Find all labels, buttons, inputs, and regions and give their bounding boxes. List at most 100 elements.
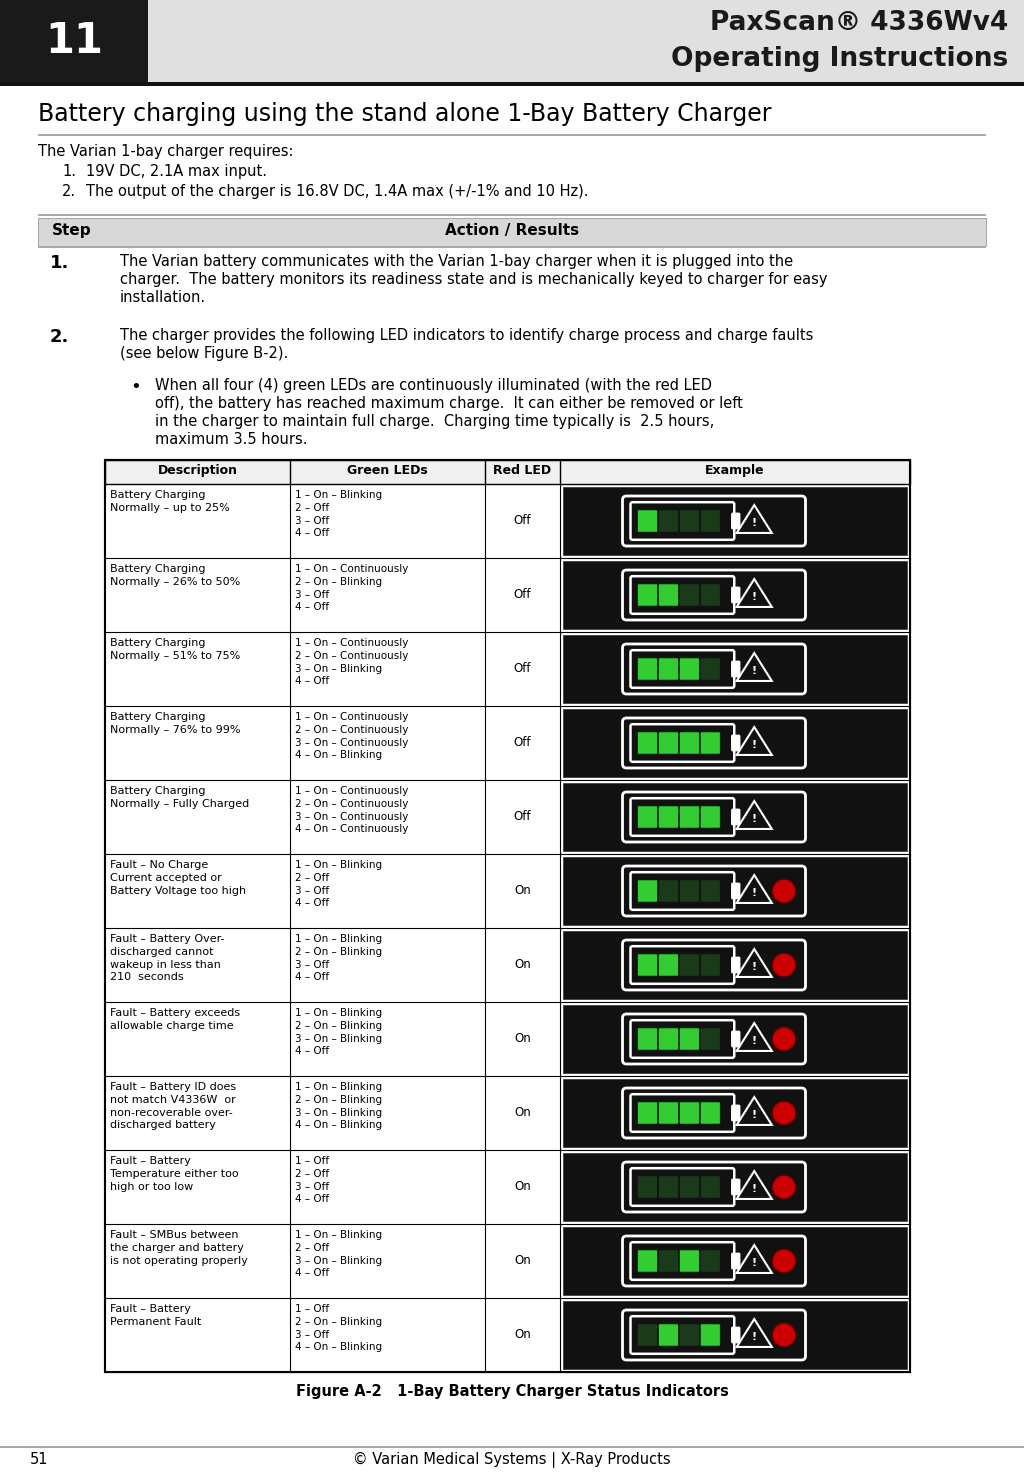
FancyBboxPatch shape	[638, 658, 657, 680]
FancyBboxPatch shape	[631, 1169, 734, 1206]
FancyBboxPatch shape	[105, 631, 910, 707]
Text: Off: Off	[514, 662, 531, 676]
Text: Battery Charging
Normally – 51% to 75%: Battery Charging Normally – 51% to 75%	[110, 637, 241, 661]
FancyBboxPatch shape	[631, 1242, 734, 1279]
FancyBboxPatch shape	[631, 1316, 734, 1354]
Text: Off: Off	[514, 736, 531, 749]
FancyBboxPatch shape	[679, 807, 699, 829]
Text: On: On	[514, 885, 530, 898]
Text: 1 – On – Blinking
2 – Off
3 – Off
4 – Off: 1 – On – Blinking 2 – Off 3 – Off 4 – Of…	[295, 490, 382, 539]
FancyBboxPatch shape	[658, 880, 678, 902]
FancyBboxPatch shape	[563, 857, 907, 924]
Text: !: !	[752, 1332, 757, 1341]
FancyBboxPatch shape	[700, 1250, 720, 1272]
FancyBboxPatch shape	[0, 0, 148, 82]
FancyBboxPatch shape	[631, 798, 734, 836]
Text: installation.: installation.	[120, 290, 206, 305]
FancyBboxPatch shape	[623, 1310, 806, 1360]
Text: Fault – Battery
Permanent Fault: Fault – Battery Permanent Fault	[110, 1304, 202, 1326]
FancyBboxPatch shape	[631, 1020, 734, 1058]
FancyBboxPatch shape	[638, 880, 657, 902]
FancyBboxPatch shape	[732, 1253, 739, 1269]
FancyBboxPatch shape	[623, 496, 806, 546]
Text: 19V DC, 2.1A max input.: 19V DC, 2.1A max input.	[86, 163, 267, 180]
Text: Fault – Battery ID does
not match V4336W  or
non-recoverable over-
discharged ba: Fault – Battery ID does not match V4336W…	[110, 1082, 237, 1130]
Circle shape	[772, 954, 796, 977]
Text: Battery Charging
Normally – Fully Charged: Battery Charging Normally – Fully Charge…	[110, 786, 249, 808]
FancyBboxPatch shape	[700, 1176, 720, 1198]
FancyBboxPatch shape	[700, 584, 720, 606]
FancyBboxPatch shape	[700, 880, 720, 902]
FancyBboxPatch shape	[638, 1176, 657, 1198]
Text: !: !	[752, 814, 757, 824]
FancyBboxPatch shape	[700, 1323, 720, 1345]
FancyBboxPatch shape	[563, 930, 907, 999]
FancyBboxPatch shape	[623, 1088, 806, 1138]
Text: When all four (4) green LEDs are continuously illuminated (with the red LED: When all four (4) green LEDs are continu…	[155, 378, 712, 393]
Text: !: !	[752, 888, 757, 898]
Text: 1.: 1.	[62, 163, 76, 180]
Text: On: On	[514, 1254, 530, 1267]
FancyBboxPatch shape	[679, 1250, 699, 1272]
FancyBboxPatch shape	[563, 1005, 907, 1073]
Text: 1 – Off
2 – On – Blinking
3 – Off
4 – On – Blinking: 1 – Off 2 – On – Blinking 3 – Off 4 – On…	[295, 1304, 382, 1353]
Text: On: On	[514, 1107, 530, 1120]
FancyBboxPatch shape	[732, 957, 739, 973]
Text: Battery Charging
Normally – up to 25%: Battery Charging Normally – up to 25%	[110, 490, 229, 512]
Circle shape	[772, 1323, 796, 1347]
Text: 1 – On – Continuously
2 – On – Continuously
3 – On – Blinking
4 – Off: 1 – On – Continuously 2 – On – Continuou…	[295, 637, 409, 686]
FancyBboxPatch shape	[563, 634, 907, 704]
Text: Figure A-2   1-Bay Battery Charger Status Indicators: Figure A-2 1-Bay Battery Charger Status …	[296, 1384, 728, 1398]
FancyBboxPatch shape	[105, 780, 910, 854]
FancyBboxPatch shape	[732, 514, 739, 528]
Text: maximum 3.5 hours.: maximum 3.5 hours.	[155, 431, 307, 447]
FancyBboxPatch shape	[623, 570, 806, 620]
FancyBboxPatch shape	[105, 558, 910, 631]
FancyBboxPatch shape	[631, 502, 734, 540]
Text: PaxScan® 4336Wv4: PaxScan® 4336Wv4	[710, 10, 1008, 35]
Text: The Varian 1-bay charger requires:: The Varian 1-bay charger requires:	[38, 144, 294, 159]
Text: 1 – On – Blinking
2 – Off
3 – On – Blinking
4 – Off: 1 – On – Blinking 2 – Off 3 – On – Blink…	[295, 1231, 382, 1278]
Text: !: !	[752, 1110, 757, 1120]
Text: Example: Example	[706, 464, 765, 477]
FancyBboxPatch shape	[623, 866, 806, 916]
FancyBboxPatch shape	[732, 587, 739, 602]
FancyBboxPatch shape	[658, 807, 678, 829]
Text: 51: 51	[30, 1451, 48, 1468]
FancyBboxPatch shape	[658, 584, 678, 606]
FancyBboxPatch shape	[105, 1225, 910, 1298]
FancyBboxPatch shape	[623, 1236, 806, 1287]
FancyBboxPatch shape	[623, 792, 806, 842]
Text: !: !	[752, 665, 757, 676]
Text: 1 – On – Continuously
2 – On – Continuously
3 – On – Continuously
4 – On – Conti: 1 – On – Continuously 2 – On – Continuou…	[295, 786, 409, 835]
FancyBboxPatch shape	[658, 1323, 678, 1345]
FancyBboxPatch shape	[658, 954, 678, 976]
FancyBboxPatch shape	[631, 1094, 734, 1132]
Circle shape	[772, 879, 796, 902]
FancyBboxPatch shape	[623, 1161, 806, 1211]
FancyBboxPatch shape	[105, 459, 910, 1372]
Text: Fault – No Charge
Current accepted or
Battery Voltage too high: Fault – No Charge Current accepted or Ba…	[110, 860, 246, 895]
Text: Fault – Battery Over-
discharged cannot
wakeup in less than
210  seconds: Fault – Battery Over- discharged cannot …	[110, 935, 224, 982]
FancyBboxPatch shape	[38, 218, 986, 246]
Text: Fault – SMBus between
the charger and battery
is not operating properly: Fault – SMBus between the charger and ba…	[110, 1231, 248, 1266]
FancyBboxPatch shape	[623, 941, 806, 991]
Text: Fault – Battery
Temperature either too
high or too low: Fault – Battery Temperature either too h…	[110, 1156, 239, 1192]
FancyBboxPatch shape	[638, 1027, 657, 1050]
Text: !: !	[752, 739, 757, 749]
FancyBboxPatch shape	[638, 807, 657, 829]
FancyBboxPatch shape	[700, 1027, 720, 1050]
FancyBboxPatch shape	[105, 1150, 910, 1225]
FancyBboxPatch shape	[679, 509, 699, 531]
FancyBboxPatch shape	[38, 246, 986, 247]
Text: 1 – On – Blinking
2 – On – Blinking
3 – On – Blinking
4 – Off: 1 – On – Blinking 2 – On – Blinking 3 – …	[295, 1008, 382, 1057]
FancyBboxPatch shape	[638, 1103, 657, 1125]
FancyBboxPatch shape	[563, 1228, 907, 1295]
Circle shape	[772, 1175, 796, 1198]
Text: Step: Step	[52, 222, 91, 238]
FancyBboxPatch shape	[700, 509, 720, 531]
FancyBboxPatch shape	[563, 1153, 907, 1220]
Text: On: On	[514, 958, 530, 972]
Text: Operating Instructions: Operating Instructions	[671, 46, 1008, 72]
FancyBboxPatch shape	[105, 1002, 910, 1076]
